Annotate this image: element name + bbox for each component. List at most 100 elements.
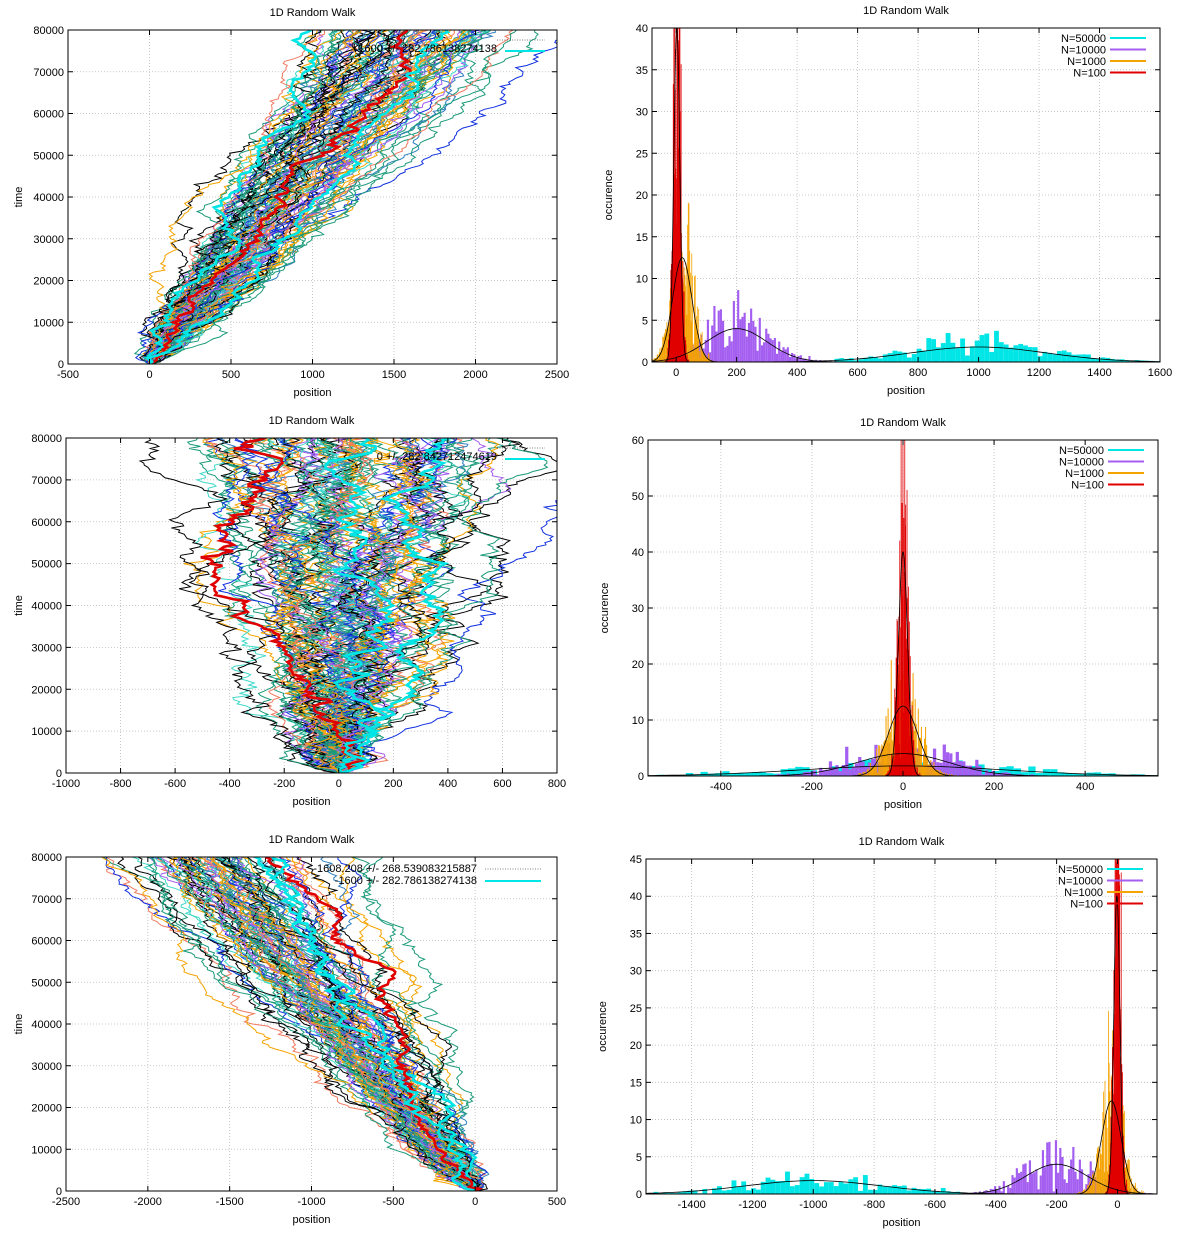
x-tick-label: 200 [384,778,402,790]
y-tick-label: 0 [638,771,644,783]
x-tick-label: 500 [548,1196,566,1208]
y-tick-label: 20 [630,1040,642,1052]
y-axis-label: time [13,1014,25,1035]
y-tick-label: 5 [642,315,648,327]
y-tick-label: 20000 [31,684,62,696]
histogram-bar [1135,1183,1136,1194]
x-tick-label: 0 [472,1196,478,1208]
walk-chart-svg: 0100002000030000400005000060000700008000… [0,410,592,820]
histogram-bar [664,335,665,362]
y-tick-label: 35 [630,928,642,940]
histogram-bar [795,1185,800,1194]
y-tick-label: 40000 [33,192,64,204]
chart-title: 1D Random Walk [859,836,945,848]
x-tick-label: -1500 [216,1196,244,1208]
histogram-bar [965,356,970,362]
histogram-bar [999,342,1004,362]
x-tick-label: 800 [909,367,927,379]
histogram-bar [1161,1193,1163,1194]
histogram-bar [824,1182,829,1194]
histogram-bar [1055,1140,1057,1194]
y-tick-label: 10000 [31,726,62,738]
y-tick-label: 10 [636,274,648,286]
histogram-bar [700,772,707,776]
histogram-bar [1105,1115,1106,1194]
histogram-bar [955,348,960,362]
histogram-bar [1100,1149,1101,1194]
histogram-bar [750,309,752,362]
legend: -1608.208 +/- 268.539083215887-1600 +/- … [313,863,541,887]
x-axis-label: position [883,1217,921,1229]
histogram-bar [663,337,664,362]
histogram-bar [1091,1185,1092,1194]
histogram-bar [746,1190,751,1194]
histogram-bar [693,343,694,362]
histogram-bar [780,1181,785,1194]
histogram-bar [1163,361,1168,362]
histogram-bar [1048,1142,1050,1194]
histogram-bar [1167,775,1174,776]
histogram-bar [1094,1174,1095,1194]
histogram-bar [650,360,651,362]
chart-title: 1D Random Walk [863,5,949,17]
histogram-bar [917,349,922,362]
y-tick-label: 40 [630,891,642,903]
legend: 1600 +/- 282.786138274138 [358,40,545,55]
y-tick-label: 60000 [31,517,62,529]
histogram-bar [969,766,972,776]
histogram-bar [962,761,965,776]
y-axis-label: occurence [599,583,611,634]
x-tick-label: 1000 [966,367,990,379]
walk-chart-svg: 0100002000030000400005000060000700008000… [0,820,592,1234]
histogram-bar [748,323,750,362]
histogram-bar [726,346,728,362]
histogram-bar [912,354,917,362]
y-tick-label: 5 [636,1152,642,1164]
histogram-bar [897,1186,902,1194]
x-tick-label: 200 [985,781,1003,793]
histogram-bar [765,329,767,362]
x-tick-label: -600 [924,1199,946,1211]
histogram-bar [689,251,690,362]
histogram-bar [1038,1189,1040,1194]
histogram-bar [720,309,722,362]
chart-title: 1D Random Walk [270,7,356,19]
histogram-bar [888,353,893,362]
y-tick-label: 40000 [31,1019,62,1031]
histogram-bar [829,1182,834,1194]
y-tick-label: 0 [642,357,648,369]
x-tick-label: -1000 [52,778,80,790]
histogram-bar [791,353,793,362]
legend-entry: N=1000 [1065,468,1104,480]
histogram-bar [960,338,965,362]
histogram-bar [754,327,756,362]
histogram-bar [941,343,946,362]
histogram-bar [1009,348,1014,362]
y-tick-label: 30000 [31,1061,62,1073]
histogram-bar [834,1186,839,1194]
histogram-bar [769,338,771,362]
histogram-bar [924,739,925,776]
histogram-bar [1031,1173,1033,1194]
y-tick-label: 70000 [33,67,64,79]
histogram-bar [790,1186,795,1194]
x-tick-label: -400 [219,778,241,790]
histogram-bar [1057,1173,1059,1194]
histogram-bar [1018,1173,1020,1194]
x-tick-label: 600 [493,778,511,790]
y-tick-label: 20 [632,659,644,671]
y-tick-label: 35 [636,65,648,77]
histogram-bar [724,347,726,362]
histogram-bar [798,356,800,362]
histogram-bar [744,313,746,362]
histogram-bar [780,351,782,362]
histogram-bar [757,351,759,362]
histogram-bar [1159,775,1166,776]
x-tick-label: 0 [1114,1199,1120,1211]
y-tick-label: 60000 [33,109,64,121]
x-tick-label: 1400 [1087,367,1111,379]
histogram-bar [701,337,702,362]
